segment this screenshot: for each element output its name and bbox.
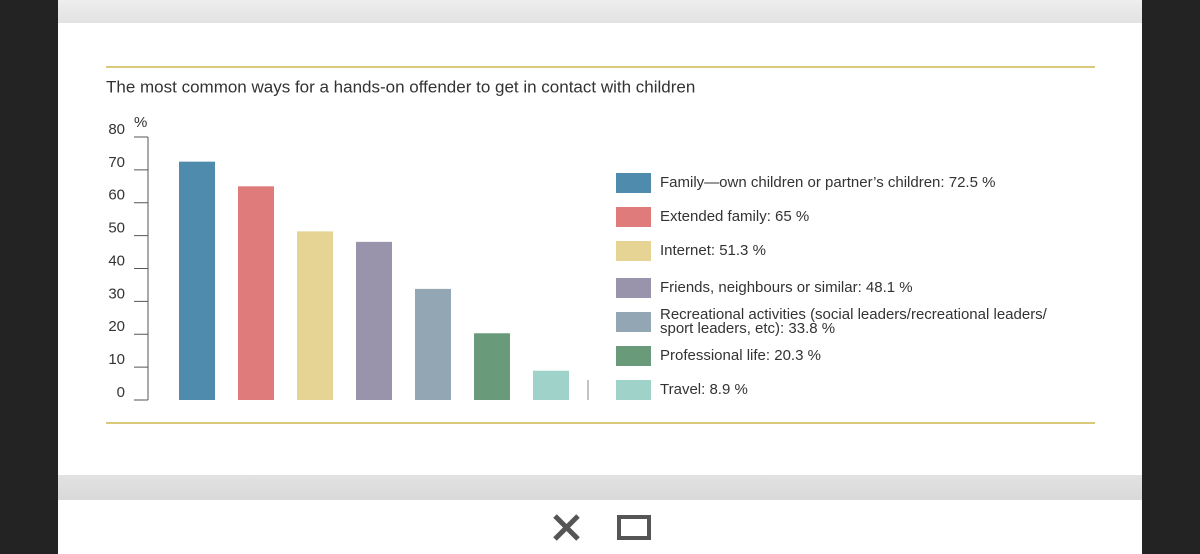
bar [179, 161, 215, 400]
bar [356, 241, 392, 400]
bar [238, 186, 274, 400]
y-tick-label: 0 [117, 384, 125, 401]
y-tick-label: 20 [108, 318, 125, 335]
top-band [58, 0, 1142, 23]
bottom-band [58, 475, 1142, 500]
legend-swatch [616, 312, 651, 332]
legend-label: Professional life: 20.3 % [660, 347, 821, 364]
legend-label: Extended family: 65 % [660, 208, 810, 225]
bar [533, 370, 569, 400]
legend-swatch [616, 278, 651, 298]
y-unit: % [134, 114, 147, 131]
legend-swatch [616, 380, 651, 400]
y-tick-label: 80 [108, 121, 125, 138]
legend-label: Recreational activities (social leaders/… [660, 306, 1047, 337]
y-tick-label: 40 [108, 252, 125, 269]
legend-swatch [616, 173, 651, 193]
legend-swatch [616, 207, 651, 227]
legend-swatch [616, 346, 651, 366]
y-tick-label: 70 [108, 154, 125, 171]
chart-title: The most common ways for a hands-on offe… [106, 77, 695, 96]
toolbar [58, 500, 1142, 554]
legend-label: Family—own children or partner’s childre… [660, 174, 996, 191]
fullscreen-button[interactable] [617, 515, 651, 540]
legend-label: Internet: 51.3 % [660, 242, 766, 259]
right-border [1142, 0, 1200, 554]
legend-swatch [616, 241, 651, 261]
left-border [0, 0, 58, 554]
y-tick-label: 50 [108, 220, 125, 237]
y-tick-label: 30 [108, 285, 125, 302]
legend-label: Friends, neighbours or similar: 48.1 % [660, 279, 913, 296]
bar [297, 231, 333, 400]
y-tick-label: 60 [108, 187, 125, 204]
bar [474, 333, 510, 400]
legend-label: Travel: 8.9 % [660, 381, 748, 398]
close-button[interactable] [553, 514, 580, 541]
y-tick-label: 10 [108, 351, 125, 368]
bar [415, 288, 451, 400]
